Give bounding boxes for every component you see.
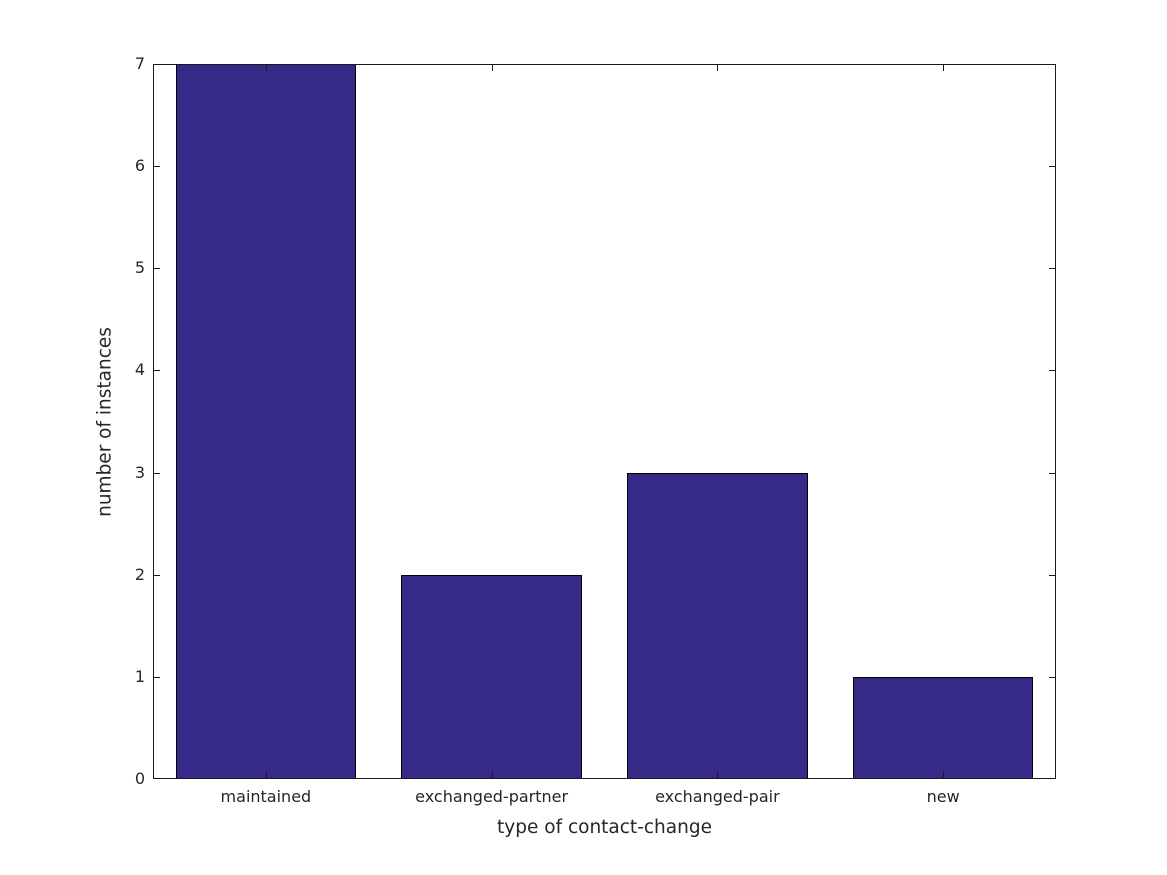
y-axis-label: number of instances: [94, 326, 116, 517]
x-axis-label: type of contact-change: [497, 817, 712, 838]
y-tick-label: 0: [134, 769, 145, 788]
x-tick-mark: [491, 772, 493, 779]
x-tick-label: new: [926, 787, 960, 806]
y-tick-mark: [153, 268, 160, 270]
y-tick-mark: [1049, 676, 1056, 678]
bar-new: [852, 676, 1034, 779]
y-tick-mark: [153, 574, 160, 576]
y-tick-mark: [153, 166, 160, 168]
y-tick-label: 6: [134, 156, 145, 176]
y-tick-label: 5: [134, 258, 145, 278]
y-tick-label: 3: [134, 462, 145, 482]
y-tick-label: 4: [134, 360, 145, 380]
x-tick-mark: [265, 64, 267, 71]
y-tick-mark: [1049, 64, 1056, 65]
x-tick-mark: [491, 64, 493, 71]
y-tick-label: 2: [134, 564, 145, 584]
x-tick-mark: [265, 772, 267, 779]
y-tick-mark: [1049, 166, 1056, 168]
x-tick-mark: [943, 772, 945, 779]
y-tick-mark: [153, 472, 160, 474]
bar-exchanged-partner: [401, 574, 582, 779]
plot-area: [153, 64, 1056, 779]
x-tick-mark: [717, 772, 719, 779]
y-tick-mark: [153, 778, 160, 779]
x-tick-label: maintained: [220, 787, 312, 806]
bar-exchanged-pair: [627, 472, 808, 779]
bar-maintained: [175, 64, 357, 779]
y-tick-mark: [153, 370, 160, 372]
y-tick-label: 1: [134, 666, 145, 686]
y-tick-mark: [153, 676, 160, 678]
y-tick-mark: [1049, 370, 1056, 372]
y-tick-mark: [1049, 574, 1056, 576]
y-tick-mark: [1049, 472, 1056, 474]
x-tick-label: exchanged-pair: [655, 787, 780, 806]
x-tick-mark: [717, 64, 719, 71]
y-tick-mark: [1049, 268, 1056, 270]
y-tick-mark: [1049, 778, 1056, 779]
x-tick-label: exchanged-partner: [415, 787, 569, 806]
y-tick-mark: [153, 64, 160, 65]
y-tick-label: 7: [134, 54, 145, 73]
x-tick-mark: [943, 64, 945, 71]
